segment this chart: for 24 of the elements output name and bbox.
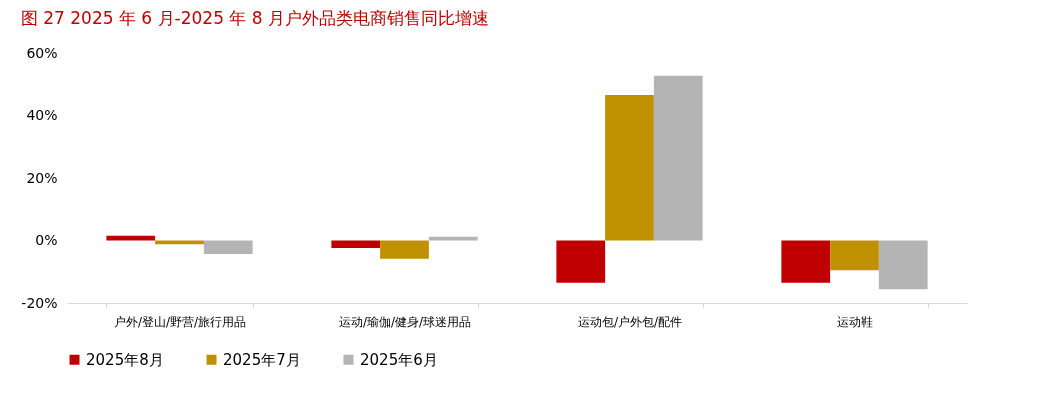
x-tick-label: 运动鞋 [837,314,873,329]
legend-label: 2025年7月 [223,350,301,369]
legend-label: 2025年6月 [360,350,438,369]
bar [653,75,703,241]
x-tick-label: 户外/登山/野营/旅行用品 [113,314,247,329]
y-tick-label: 60% [26,44,58,61]
x-tick-label: 运动包/户外包/配件 [577,314,683,329]
bar [556,240,606,283]
bar [106,235,156,241]
bar [428,236,478,241]
bar [203,240,253,254]
x-tick-label: 运动/瑜伽/健身/球迷用品 [338,314,472,329]
bar [830,240,879,271]
y-tick-label: 20% [26,169,58,186]
y-tick-label: -20% [21,294,58,311]
bar [331,240,381,248]
chart-title: 图 27 2025 年 6 月-2025 年 8 月户外品类电商销售同比增速 [20,8,489,28]
legend-label: 2025年8月 [86,350,164,369]
y-tick-label: 0% [35,232,58,248]
bar [605,94,654,241]
bar [878,240,928,290]
y-tick-label: 40% [26,107,58,123]
bar [781,240,831,283]
bar [380,240,429,259]
